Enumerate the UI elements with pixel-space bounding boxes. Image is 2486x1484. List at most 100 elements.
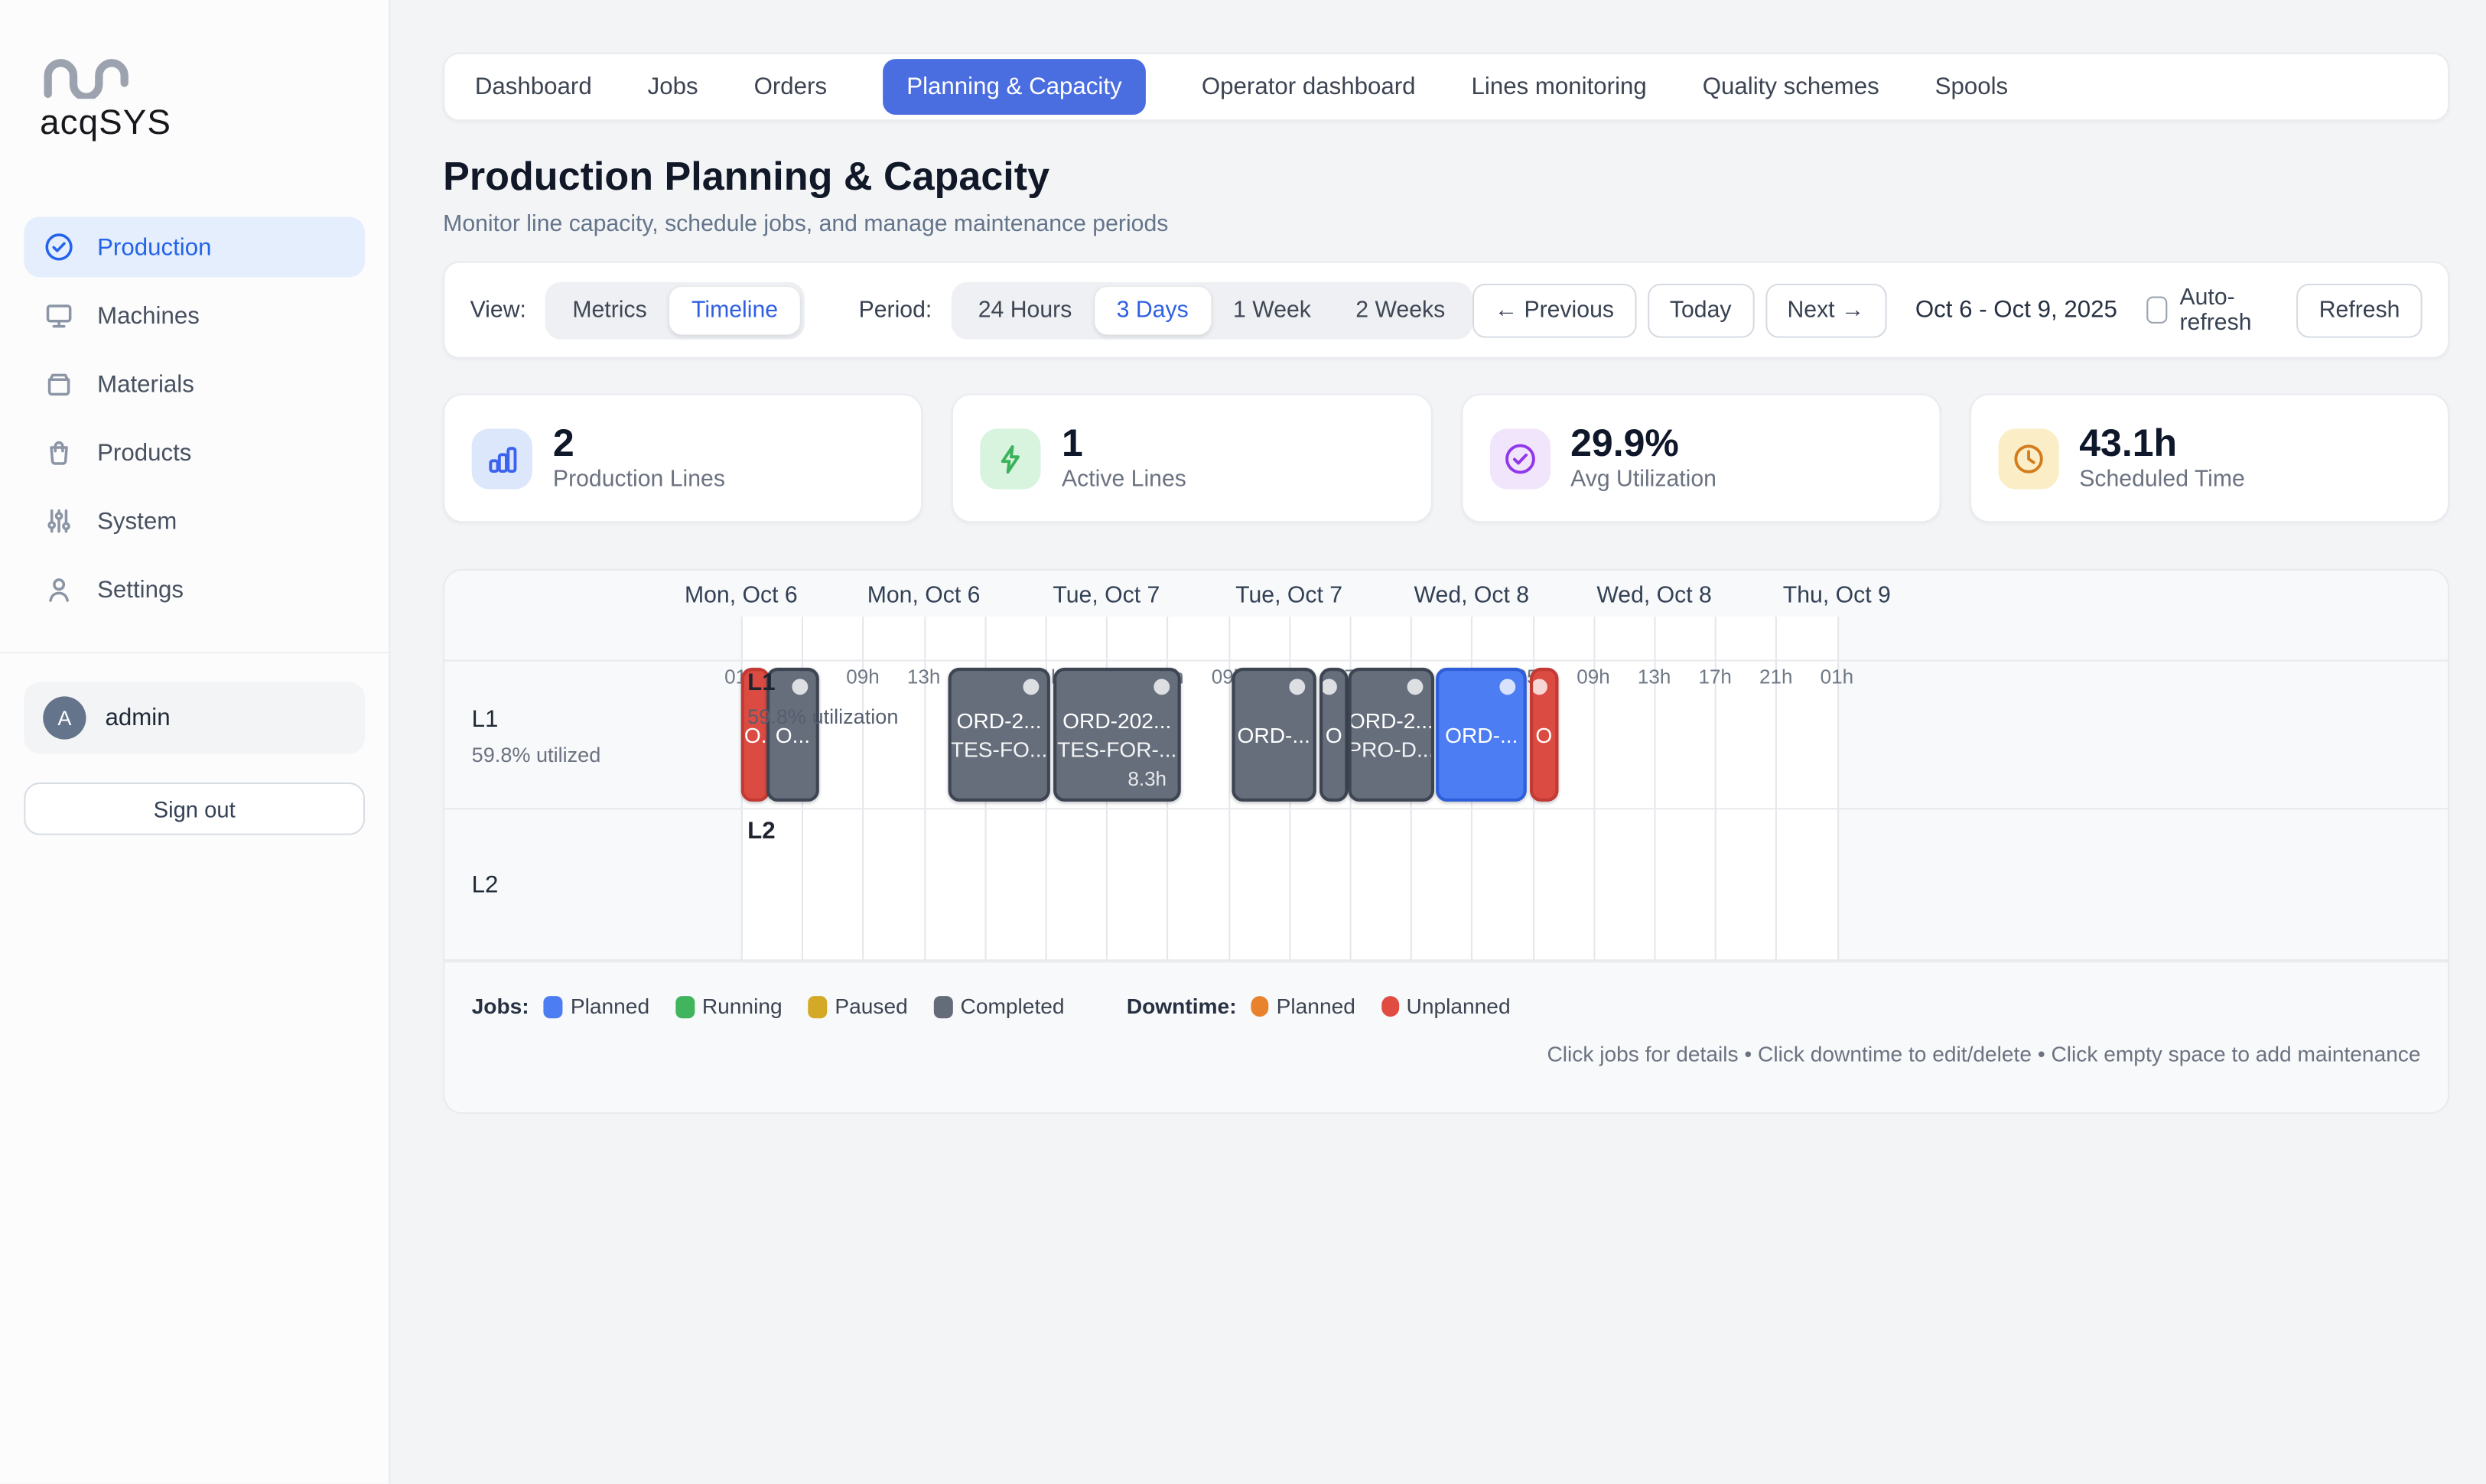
view-segmented-control: Metrics Timeline — [545, 281, 805, 339]
hour-tick-label: 13h — [906, 666, 941, 688]
legend-label: Planned — [570, 994, 650, 1019]
sidebar-item-products[interactable]: Products — [24, 422, 365, 483]
job-block-2[interactable]: ORD-2... TES-FO... — [948, 667, 1050, 802]
legend-swatch — [1251, 996, 1269, 1017]
day-label: Wed, Oct 8 — [1596, 583, 1712, 609]
stat-label: Avg Utilization — [1570, 467, 1716, 493]
sidebar-item-label: Machines — [97, 301, 200, 330]
tab-dashboard[interactable]: Dashboard — [474, 73, 592, 101]
sidebar: acqSYS Production Machines Materials Produc… — [0, 0, 391, 1484]
check-circle-icon — [43, 231, 75, 263]
previous-button[interactable]: ← Previous — [1472, 282, 1637, 337]
sidebar-item-materials[interactable]: Materials — [24, 353, 365, 414]
avatar: A — [43, 696, 86, 740]
page-subtitle: Monitor line capacity, schedule jobs, an… — [443, 212, 1169, 238]
legend-swatch — [1381, 996, 1399, 1017]
gridline — [1715, 617, 1717, 962]
sidebar-item-label: Settings — [97, 576, 184, 604]
auto-refresh-checkbox[interactable] — [2146, 296, 2167, 324]
bolt-icon — [1001, 444, 1020, 474]
sliders-icon — [43, 505, 75, 537]
stat-icon-tile — [1997, 428, 2059, 489]
job-block-7[interactable]: ORD-... — [1437, 667, 1527, 802]
refresh-button[interactable]: Refresh — [2296, 282, 2423, 337]
view-option-metrics[interactable]: Metrics — [572, 297, 647, 323]
tab-operator-dashboard[interactable]: Operator dashboard — [1201, 73, 1416, 101]
row-border — [444, 659, 2448, 662]
timeline-plot-area[interactable]: 01h05h09h13h17h21h01h05h09h13h17h21h01h0… — [444, 617, 2448, 962]
legend-item-planned: Planned — [543, 994, 649, 1018]
tab-quality-schemes[interactable]: Quality schemes — [1702, 73, 1879, 101]
legend-jobs-title: Jobs: — [471, 994, 529, 1019]
sidebar-item-machines[interactable]: Machines — [24, 285, 365, 346]
job-label: O... — [775, 722, 811, 747]
job-block-3[interactable]: ORD-202... TES-FOR-... 8.3h — [1053, 667, 1181, 802]
period-option-3-days[interactable]: 3 Days — [1094, 285, 1211, 334]
period-option-1-week[interactable]: 1 Week — [1233, 297, 1311, 323]
top-tabbar: Dashboard Jobs Orders Planning & Capacity Op… — [443, 52, 2450, 122]
job-label: O — [1325, 722, 1342, 747]
legend-label: Running — [701, 994, 783, 1019]
hour-tick-label: 21h — [1759, 666, 1793, 688]
sidebar-item-settings[interactable]: Settings — [24, 559, 365, 620]
date-range: Oct 6 - Oct 9, 2025 — [1915, 296, 2117, 324]
tab-planning-capacity[interactable]: Planning & Capacity — [883, 59, 1146, 115]
legend-label: Unplanned — [1406, 994, 1511, 1019]
check-circle-icon — [45, 233, 73, 261]
next-button[interactable]: Next → — [1765, 282, 1887, 337]
legend-swatch — [807, 995, 827, 1018]
stat-icon-tile — [980, 428, 1041, 489]
gridline — [1228, 617, 1230, 962]
tab-orders[interactable]: Orders — [753, 73, 828, 101]
job-block-5[interactable]: O — [1319, 667, 1349, 802]
box-icon — [43, 368, 75, 400]
tab-lines-monitoring[interactable]: Lines monitoring — [1471, 73, 1647, 101]
timeline-card: Mon, Oct 6 Mon, Oct 6 Tue, Oct 7 Tue, Oct 7… — [443, 568, 2450, 1115]
gridline — [862, 617, 865, 962]
user-name: admin — [105, 704, 171, 732]
status-dot-icon — [792, 679, 809, 695]
job-label: ORD-2... — [956, 708, 1042, 733]
sign-out-button[interactable]: Sign out — [24, 782, 366, 835]
job-label: TES-FOR-... — [1057, 737, 1177, 761]
today-button[interactable]: Today — [1647, 282, 1754, 337]
stat-card-production-lines: 2 Production Lines — [443, 393, 923, 523]
job-block-1[interactable]: O... — [766, 667, 820, 802]
legend-item-completed: Completed — [933, 994, 1065, 1018]
legend-swatch — [543, 995, 563, 1018]
bar-chart-icon — [489, 446, 517, 472]
stat-icon-tile — [471, 428, 532, 489]
gridline — [1775, 617, 1778, 962]
legend-label: Paused — [835, 994, 908, 1019]
sidebar-item-production[interactable]: Production — [24, 216, 366, 278]
job-block-4[interactable]: ORD-... — [1231, 667, 1316, 802]
auto-refresh-label: Auto-refresh — [2179, 284, 2252, 336]
status-dot-icon — [1289, 679, 1306, 695]
tab-spools[interactable]: Spools — [1934, 73, 2009, 101]
job-block-6[interactable]: ORD-2... PRO-D... — [1348, 667, 1434, 802]
line-name: L1 — [471, 705, 499, 733]
downtime-block-8[interactable]: O — [1529, 667, 1559, 802]
hour-tick-label: 09h — [846, 666, 880, 688]
view-option-timeline[interactable]: Timeline — [669, 285, 801, 334]
gridline — [1593, 617, 1596, 962]
stat-value: 29.9% — [1570, 422, 1679, 466]
period-option-24-hours[interactable]: 24 Hours — [978, 297, 1072, 323]
stat-card-avg-utilization: 29.9% Avg Utilization — [1460, 393, 1941, 523]
wave-logo-icon — [44, 59, 129, 99]
timeline-footer: Jobs: Planned Running Paused Completed Downti… — [444, 961, 2448, 1066]
legend-label: Planned — [1276, 994, 1355, 1019]
controls-bar: View: Metrics Timeline Period: 24 Hours 3 … — [443, 261, 2450, 359]
sidebar-item-system[interactable]: System — [24, 491, 365, 552]
sidebar-item-label: Products — [97, 438, 192, 467]
job-label: O. — [744, 722, 767, 747]
hint-text: Click jobs for details • Click downtime … — [1547, 1042, 2421, 1066]
downtime-block-0[interactable]: O. — [740, 667, 770, 802]
period-option-2-weeks[interactable]: 2 Weeks — [1355, 297, 1446, 323]
status-dot-icon — [1023, 679, 1040, 695]
job-label: O — [1535, 722, 1553, 747]
tab-jobs[interactable]: Jobs — [647, 73, 698, 101]
stat-label: Production Lines — [552, 467, 725, 493]
stat-icon-tile — [1489, 428, 1550, 489]
gridline — [1837, 617, 1839, 962]
